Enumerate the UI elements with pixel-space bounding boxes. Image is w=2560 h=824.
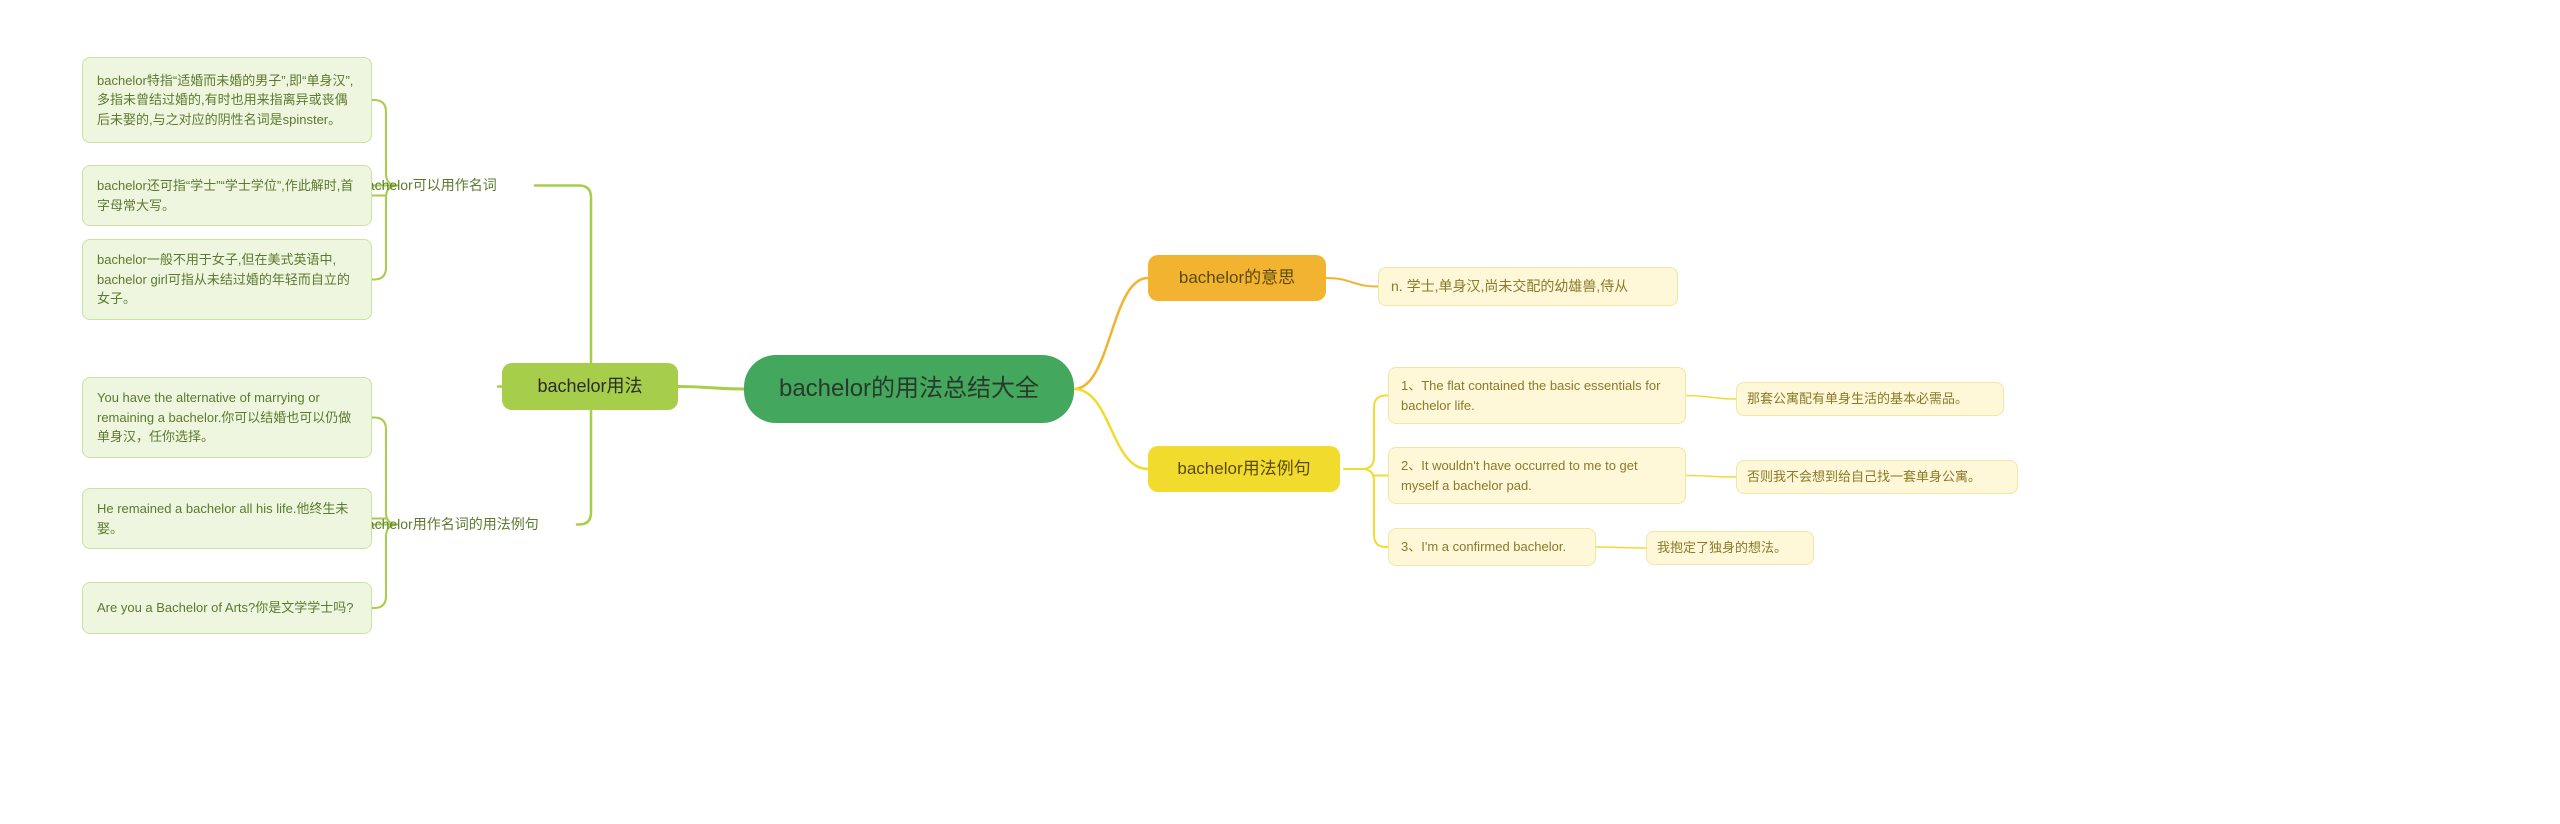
bracket-connector [1344,396,1388,548]
node-label: Are you a Bachelor of Arts?你是文学学士吗? [97,598,353,618]
right-branch-examples: bachelor用法例句 [1148,446,1340,492]
mindmap-canvas: bachelor的用法总结大全bachelor用法bachelor可以用作名词b… [0,0,2560,824]
node-label: bachelor特指“适婚而未婚的男子”,即“单身汉”,多指未曾结过婚的,有时也… [97,71,357,130]
green-leaf: He remained a bachelor all his life.他终生未… [82,488,372,549]
node-label: bachelor还可指“学士”“学士学位”,作此解时,首字母常大写。 [97,176,357,215]
green-leaf: bachelor特指“适婚而未婚的男子”,即“单身汉”,多指未曾结过婚的,有时也… [82,57,372,143]
connector [1686,396,1736,400]
node-label: You have the alternative of marrying or … [97,388,357,447]
node-label: bachelor用法 [537,373,642,400]
green-leaf: You have the alternative of marrying or … [82,377,372,458]
yellow-leaf-translation: 否则我不会想到给自己找一套单身公寓。 [1736,460,2018,494]
connector [1074,278,1148,389]
node-label: bachelor用作名词的用法例句 [359,514,539,535]
node-label: bachelor一般不用于女子,但在美式英语中, bachelor girl可指… [97,250,357,309]
node-label: 2、It wouldn't have occurred to me to get… [1401,456,1673,495]
yellow-leaf-translation: 那套公寓配有单身生活的基本必需品。 [1736,382,2004,416]
node-label: n. 学士,单身汉,尚未交配的幼雄兽,侍从 [1391,276,1628,297]
root-node: bachelor的用法总结大全 [744,355,1074,423]
green-leaf: bachelor一般不用于女子,但在美式英语中, bachelor girl可指… [82,239,372,320]
node-label: bachelor的用法总结大全 [779,371,1039,407]
usage-subnode: bachelor用作名词的用法例句 [355,512,577,537]
connector-layer [0,0,2560,824]
connector [1326,278,1378,287]
yellow-leaf: n. 学士,单身汉,尚未交配的幼雄兽,侍从 [1378,267,1678,306]
usage-subnode: bachelor可以用作名词 [355,173,535,198]
bracket-connector [498,186,603,525]
yellow-leaf: 2、It wouldn't have occurred to me to get… [1388,447,1686,504]
node-label: 我抱定了独身的想法。 [1657,538,1787,558]
node-label: He remained a bachelor all his life.他终生未… [97,499,357,538]
usage-node: bachelor用法 [502,363,678,410]
green-leaf: Are you a Bachelor of Arts?你是文学学士吗? [82,582,372,634]
connector [678,387,744,390]
node-label: bachelor用法例句 [1177,456,1310,482]
connector [1686,476,1736,478]
connector [1596,547,1646,548]
right-branch-meaning: bachelor的意思 [1148,255,1326,301]
green-leaf: bachelor还可指“学士”“学士学位”,作此解时,首字母常大写。 [82,165,372,226]
yellow-leaf: 3、I'm a confirmed bachelor. [1388,528,1596,566]
node-label: 否则我不会想到给自己找一套单身公寓。 [1747,467,1981,487]
yellow-leaf-translation: 我抱定了独身的想法。 [1646,531,1814,565]
node-label: bachelor可以用作名词 [359,175,497,196]
node-label: 1、The flat contained the basic essential… [1401,376,1673,415]
node-label: bachelor的意思 [1179,265,1295,291]
connector [1074,389,1148,469]
node-label: 那套公寓配有单身生活的基本必需品。 [1747,389,1968,409]
node-label: 3、I'm a confirmed bachelor. [1401,537,1566,557]
yellow-leaf: 1、The flat contained the basic essential… [1388,367,1686,424]
